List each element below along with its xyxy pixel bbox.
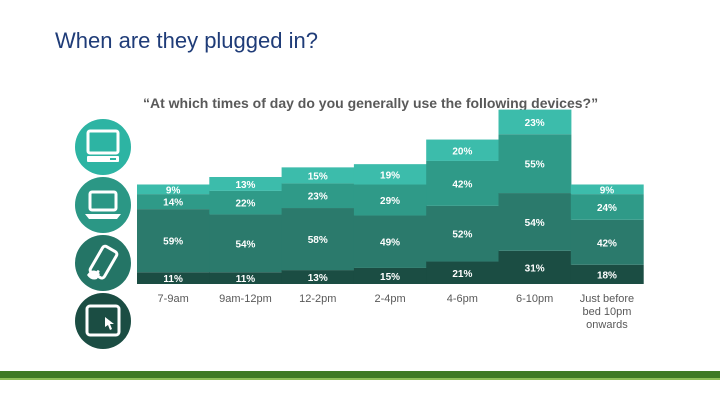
- x-tick-label: bed 10pm: [582, 306, 631, 318]
- x-tick-label: 2-4pm: [374, 293, 405, 305]
- data-label: 49%: [380, 238, 400, 249]
- chart-title: “At which times of day do you generally …: [143, 95, 599, 111]
- bar-segment: [209, 190, 283, 215]
- data-label: 14%: [163, 198, 183, 209]
- bar-segment: [353, 184, 427, 216]
- x-tick-label: 12-2pm: [299, 293, 336, 305]
- data-label: 22%: [235, 199, 255, 210]
- smartphone-icon: [75, 235, 131, 291]
- bar-segment: [137, 194, 210, 210]
- data-label: 23%: [525, 118, 545, 129]
- bar-segment: [498, 134, 572, 194]
- desktop-computer-icon: [75, 119, 131, 175]
- data-label: 31%: [525, 263, 545, 274]
- bar-segment: [281, 183, 355, 209]
- data-label: 54%: [525, 218, 545, 229]
- bar-segment: [570, 264, 644, 284]
- bar-segment: [353, 215, 427, 268]
- bar-segment: [137, 184, 210, 195]
- tablet-icon: [75, 293, 131, 349]
- data-label: 18%: [597, 270, 617, 281]
- bar-segment: [570, 184, 644, 195]
- bar-segment: [353, 267, 427, 284]
- bar-segment: [209, 214, 283, 273]
- bar-segment: [281, 167, 355, 184]
- data-label: 11%: [236, 274, 256, 285]
- laptop-icon: [75, 177, 131, 233]
- bar-segment: [426, 160, 500, 206]
- x-tick-label: 9am-12pm: [219, 293, 272, 305]
- data-label: 20%: [452, 146, 472, 157]
- data-label: 42%: [452, 179, 472, 190]
- bar-segment: [209, 272, 283, 284]
- bar-segment: [426, 261, 500, 284]
- x-tick-label: 6-10pm: [516, 293, 553, 305]
- x-tick-label: 4-6pm: [447, 293, 478, 305]
- data-label: 9%: [166, 185, 181, 196]
- data-label: 55%: [525, 160, 545, 171]
- data-label: 15%: [308, 171, 328, 182]
- x-tick-label: onwards: [586, 319, 628, 331]
- data-label: 13%: [308, 273, 328, 284]
- footer-bar-accent: [0, 378, 720, 380]
- bar-segment: [281, 208, 355, 271]
- bar-segment: [281, 270, 355, 284]
- data-label: 19%: [380, 170, 400, 181]
- bar-segment: [498, 193, 572, 251]
- bar-segment: [137, 209, 210, 273]
- bar-segment: [426, 139, 500, 161]
- data-label: 58%: [308, 235, 328, 246]
- bar-segment: [426, 205, 500, 262]
- x-tick-label: Just before: [580, 293, 634, 305]
- bar-segment: [498, 250, 572, 284]
- data-label: 54%: [235, 239, 255, 250]
- bar-segment: [353, 164, 427, 185]
- data-label: 11%: [163, 274, 183, 285]
- slide-title: When are they plugged in?: [55, 28, 318, 53]
- data-label: 24%: [597, 203, 617, 214]
- data-label: 42%: [597, 238, 617, 249]
- data-label: 29%: [380, 196, 400, 207]
- data-label: 15%: [380, 272, 400, 283]
- bar-segment: [570, 219, 644, 265]
- footer-bar: [0, 371, 720, 378]
- data-label: 21%: [452, 269, 472, 280]
- bar-segment: [498, 109, 572, 135]
- data-label: 23%: [308, 192, 328, 203]
- data-label: 13%: [235, 180, 255, 191]
- data-label: 9%: [600, 185, 615, 196]
- bar-segment: [209, 177, 283, 191]
- data-label: 59%: [163, 237, 183, 248]
- data-label: 52%: [452, 230, 472, 241]
- x-tick-label: 7-9am: [158, 293, 189, 305]
- bar-segment: [570, 194, 644, 220]
- bar-segment: [137, 272, 210, 284]
